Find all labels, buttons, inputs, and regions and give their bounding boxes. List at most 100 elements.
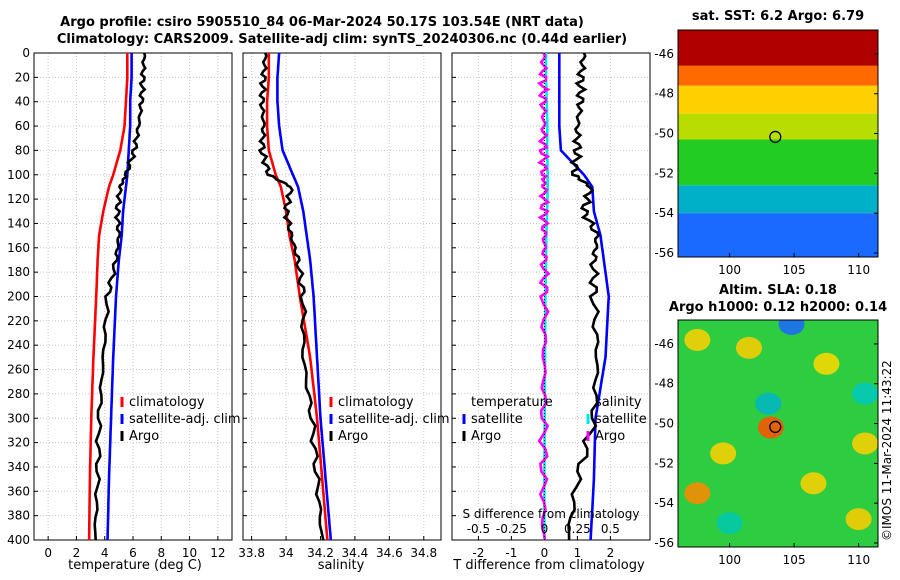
sst-band <box>678 65 878 86</box>
series-t-argo <box>567 52 601 541</box>
map-y-tick-label: -54 <box>654 496 674 510</box>
y-tick-label: 100 <box>7 168 30 182</box>
y-tick-label: 60 <box>15 119 30 133</box>
sdiff-tick-label: 0.25 <box>564 522 591 536</box>
sla-blob <box>757 416 784 439</box>
y-tick-label: 180 <box>7 265 30 279</box>
x-tick-label: 6 <box>129 546 137 560</box>
sla-blob <box>800 472 827 495</box>
map-y-tick-label: -48 <box>654 87 674 101</box>
map-y-tick-label: -48 <box>654 377 674 391</box>
sla-blob <box>710 442 737 465</box>
map-y-tick-label: -56 <box>654 246 674 260</box>
x-tick-label: 0 <box>541 546 549 560</box>
sla-blob <box>813 352 840 375</box>
sdiff-tick-label: -0.25 <box>496 522 527 536</box>
map-y-tick-label: -46 <box>654 47 674 61</box>
sla-blob <box>778 320 805 335</box>
sla-blob <box>852 432 878 455</box>
sst-band <box>678 185 878 214</box>
sst-band <box>678 139 878 186</box>
y-tick-label: 0 <box>22 46 30 60</box>
map-y-tick-label: -56 <box>654 536 674 550</box>
sla-map-title-line1: Altim. SLA: 0.18 <box>719 283 837 298</box>
y-tick-label: 160 <box>7 241 30 255</box>
x-tick-label: 34 <box>278 546 293 560</box>
y-tick-label: 320 <box>7 436 30 450</box>
figure-title-line1: Argo profile: csiro 5905510_84 06-Mar-20… <box>60 15 584 30</box>
map-x-tick-label: 100 <box>718 553 741 567</box>
legend-label: salinity <box>595 395 642 410</box>
x-tick-label: 34.4 <box>342 546 369 560</box>
map-frame <box>677 319 879 548</box>
legend-label: satellite <box>595 412 647 427</box>
series-climatology <box>87 53 129 540</box>
map-panel-sst: 100 105 110 -46 -48 -50 -52 -54 -56 <box>654 29 879 277</box>
y-tick-label: 20 <box>15 70 30 84</box>
y-tick-label: 300 <box>7 411 30 425</box>
y-tick-label: 400 <box>7 533 30 547</box>
series-satellite-adj-clim <box>106 53 133 541</box>
series-satellite-adj-clim <box>276 52 333 541</box>
legend-label: temperature <box>471 395 553 410</box>
series-argo <box>93 52 147 541</box>
legend-label: Argo <box>595 429 625 444</box>
x-tick-label: -1 <box>505 546 517 560</box>
map-field <box>678 320 878 547</box>
y-tick-label: 200 <box>7 290 30 304</box>
map-panel-sla: 100 105 110 -46 -48 -50 -52 -54 -56 <box>654 319 879 567</box>
x-tick-label: 2 <box>73 546 81 560</box>
y-tick-label: 140 <box>7 216 30 230</box>
y-tick-label: 340 <box>7 460 30 474</box>
sdiff-axis-label: S difference from climatology <box>463 507 640 521</box>
sst-band <box>678 85 878 114</box>
y-tick-label: 260 <box>7 363 30 377</box>
x-tick-label: 10 <box>182 546 197 560</box>
series-s-argo <box>536 52 551 541</box>
difference-xlabel: T difference from climatology <box>453 558 645 573</box>
legend-label: satellite-adj. clim <box>129 412 241 427</box>
map-x-tick-label: 100 <box>718 263 741 277</box>
sdiff-tick-label: 0.5 <box>601 522 620 536</box>
x-tick-label: 12 <box>210 546 225 560</box>
map-frame <box>677 29 879 258</box>
map-x-tick-label: 110 <box>847 553 870 567</box>
legend-label: Argo <box>338 429 368 444</box>
y-tick-label: 280 <box>7 387 30 401</box>
sdiff-tick-label: -0.5 <box>467 522 490 536</box>
map-y-tick-label: -52 <box>654 166 674 180</box>
y-tick-label: 360 <box>7 484 30 498</box>
x-tick-label: 34.2 <box>307 546 334 560</box>
salinity-xlabel: salinity <box>317 558 365 573</box>
profile-panel-difference: -2 -1 0 1 2 S difference from climatology-0.5… <box>451 52 651 560</box>
x-tick-label: 34.6 <box>376 546 403 560</box>
sst-band <box>678 30 878 66</box>
x-tick-label: 8 <box>157 546 165 560</box>
sla-blob <box>716 512 743 535</box>
map-y-tick-label: -50 <box>654 127 674 141</box>
legend-label: Argo <box>471 429 501 444</box>
series-argo <box>257 52 325 541</box>
profile-location-marker <box>769 420 782 434</box>
profile-panel-salinity: 33.8 34 34.2 34.4 34.6 34.8 climatology satelli… <box>238 52 450 560</box>
sla-blob <box>684 482 711 505</box>
figure-title-line2: Climatology: CARS2009. Satellite-adj cli… <box>56 32 628 47</box>
x-tick-label: 1 <box>574 546 582 560</box>
sla-blob <box>735 336 762 359</box>
x-tick-label: 0 <box>44 546 52 560</box>
y-tick-label: 240 <box>7 338 30 352</box>
sla-blob <box>684 328 711 351</box>
map-x-tick-label: 110 <box>847 263 870 277</box>
legend-label: satellite <box>471 412 523 427</box>
y-tick-label: 380 <box>7 509 30 523</box>
x-tick-label: 34.8 <box>410 546 437 560</box>
x-tick-label: 2 <box>607 546 615 560</box>
y-tick-label: 220 <box>7 314 30 328</box>
sla-blob <box>852 382 878 405</box>
sst-band <box>678 113 878 140</box>
y-tick-label: 40 <box>15 95 30 109</box>
legend-label: Argo <box>129 429 159 444</box>
sla-blob <box>755 392 782 415</box>
map-y-tick-label: -52 <box>654 456 674 470</box>
